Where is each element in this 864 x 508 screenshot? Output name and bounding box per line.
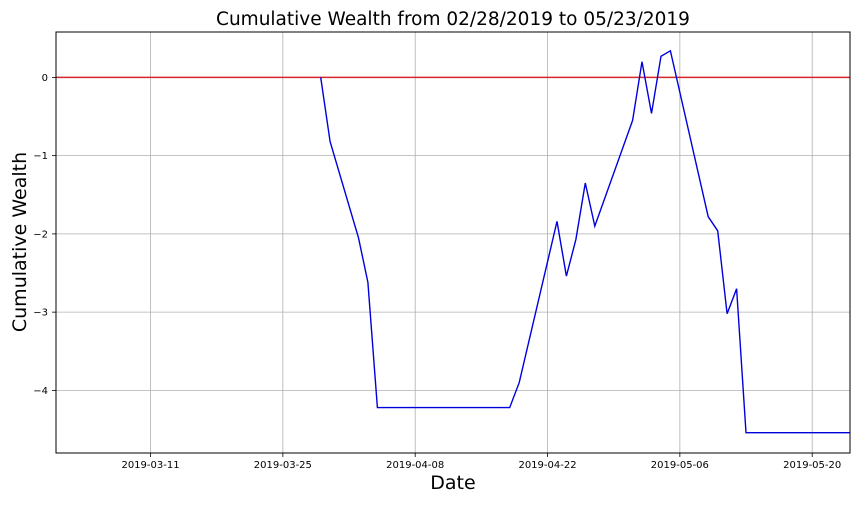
x-tick-label: 2019-05-20 <box>783 460 841 471</box>
x-tick-label: 2019-03-25 <box>254 460 312 471</box>
y-tick-label: −3 <box>33 308 48 319</box>
grid-lines <box>56 32 850 453</box>
x-tick-label: 2019-05-06 <box>651 460 709 471</box>
y-tick-label: −1 <box>33 151 48 162</box>
y-axis-title: Cumulative Wealth <box>9 152 31 332</box>
x-tick-label: 2019-04-22 <box>518 460 576 471</box>
y-tick-label: −4 <box>33 386 48 397</box>
y-tick-label: −2 <box>33 229 48 240</box>
wealth-series-line <box>320 49 850 434</box>
plot-area-frame <box>55 31 851 454</box>
x-tick-label: 2019-04-08 <box>386 460 444 471</box>
chart-title: Cumulative Wealth from 02/28/2019 to 05/… <box>216 9 690 30</box>
x-tick-label: 2019-03-11 <box>121 460 179 471</box>
series-layer <box>320 49 850 434</box>
y-axis-ticks: 0 −1 −2 −3 −4 <box>33 73 56 397</box>
y-tick-label: 0 <box>42 73 48 84</box>
x-axis-title: Date <box>430 472 475 494</box>
x-axis-ticks: 2019-03-11 2019-03-25 2019-04-08 2019-04-22… <box>121 453 841 471</box>
